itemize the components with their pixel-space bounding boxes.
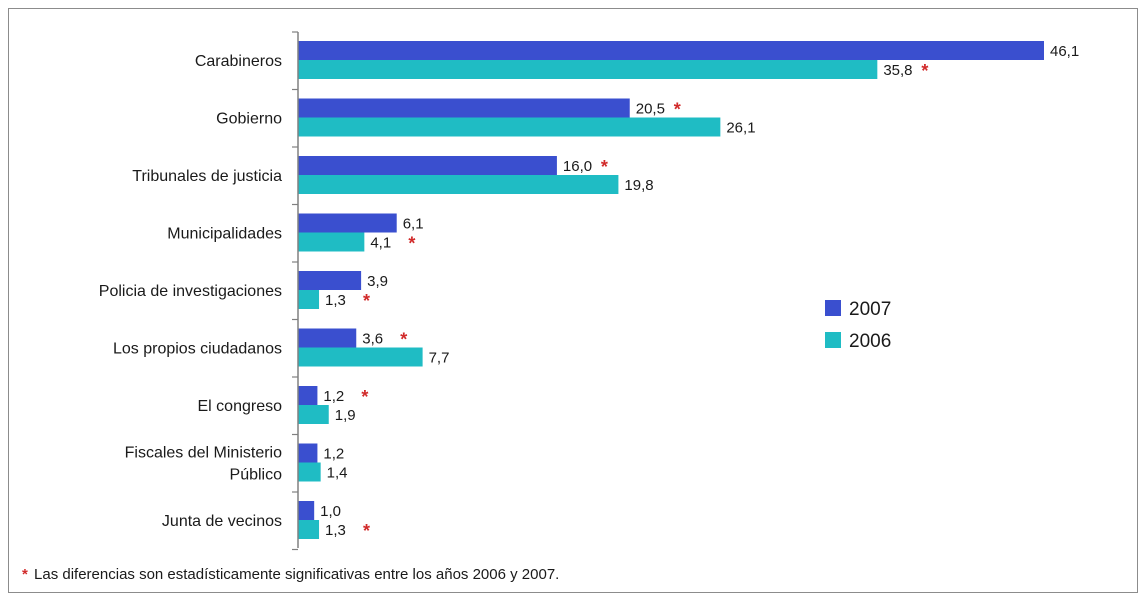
footnote-marker: *	[22, 566, 28, 583]
significance-marker: *	[408, 234, 415, 254]
data-label: 35,8	[883, 62, 912, 79]
significance-marker: *	[363, 521, 370, 541]
bar-2007	[298, 443, 318, 463]
bar-2007	[298, 328, 357, 348]
category-label-line: Tribunales de justicia	[132, 168, 282, 185]
category-label: Fiscales del Ministerio Público	[125, 445, 282, 484]
category-label-line: Gobierno	[216, 111, 282, 128]
category-label: Junta de vecinos	[162, 513, 282, 530]
category-label: Policia de investigaciones	[99, 283, 282, 300]
bar-2006	[298, 520, 320, 539]
bar-2006	[298, 232, 365, 252]
category-label-line: Los propios ciudadanos	[113, 341, 282, 358]
category-label-line: Carabineros	[195, 53, 282, 70]
bar-2006	[298, 60, 878, 79]
bar-2007	[298, 98, 630, 118]
category-label: Gobierno	[216, 111, 282, 128]
category-label-line: Municipalidades	[167, 226, 282, 243]
bar-2007	[298, 386, 318, 405]
bars-layer	[298, 41, 1044, 539]
bar-2007	[298, 271, 362, 290]
data-label: 1,2	[323, 388, 344, 405]
legend-label-2006: 2006	[849, 331, 891, 352]
y-axis-ticks	[292, 31, 298, 551]
data-label: 46,1	[1050, 43, 1079, 60]
category-label: Carabineros	[195, 53, 282, 70]
bar-2006	[298, 462, 321, 482]
data-label: 4,1	[370, 235, 391, 252]
category-label-line: Fiscales del Ministerio	[125, 445, 282, 462]
legend: 2007 2006	[825, 299, 891, 352]
category-label-line: Público	[230, 467, 283, 484]
category-label: El congreso	[198, 398, 283, 415]
bar-2007	[298, 213, 397, 233]
significance-marker: *	[674, 100, 681, 120]
labels-layer: Carabineros 46,1 35,8 * Gobierno 20,5 * 26,1 Tri…	[99, 43, 1079, 541]
significance-marker: *	[400, 330, 407, 350]
data-label: 20,5	[636, 101, 665, 118]
category-label: Los propios ciudadanos	[113, 341, 282, 358]
data-label: 1,3	[325, 522, 346, 539]
bar-2007	[298, 501, 315, 520]
data-label: 7,7	[429, 350, 450, 367]
data-label: 1,9	[335, 407, 356, 424]
data-label: 19,8	[624, 177, 653, 194]
legend-swatch-2006	[825, 332, 841, 348]
bar-2006	[298, 290, 320, 309]
data-label: 26,1	[726, 120, 755, 137]
data-label: 3,9	[367, 273, 388, 290]
significance-marker: *	[361, 387, 368, 407]
footnote: * Las diferencias son estadísticamente s…	[22, 566, 559, 583]
data-label: 6,1	[403, 216, 424, 233]
data-label: 1,3	[325, 292, 346, 309]
category-label-line: Junta de vecinos	[162, 513, 282, 530]
category-label-line: Policia de investigaciones	[99, 283, 282, 300]
data-label: 16,0	[563, 158, 592, 175]
significance-marker: *	[921, 61, 928, 81]
data-label: 1,4	[327, 465, 348, 482]
bar-2007	[298, 41, 1044, 60]
data-label: 3,6	[362, 331, 383, 348]
category-label: Tribunales de justicia	[132, 168, 282, 185]
category-label-line: El congreso	[198, 398, 283, 415]
significance-marker: *	[363, 291, 370, 311]
footnote-text: Las diferencias son estadísticamente sig…	[34, 566, 560, 583]
data-label: 1,0	[320, 503, 341, 520]
bar-2006	[298, 405, 329, 424]
legend-swatch-2007	[825, 300, 841, 316]
significance-marker: *	[601, 157, 608, 177]
bar-2006	[298, 347, 423, 367]
category-label: Municipalidades	[167, 226, 282, 243]
bar-2006	[298, 175, 619, 194]
data-label: 1,2	[323, 446, 344, 463]
bar-2007	[298, 156, 557, 175]
legend-label-2007: 2007	[849, 299, 891, 320]
bar-2006	[298, 117, 721, 137]
